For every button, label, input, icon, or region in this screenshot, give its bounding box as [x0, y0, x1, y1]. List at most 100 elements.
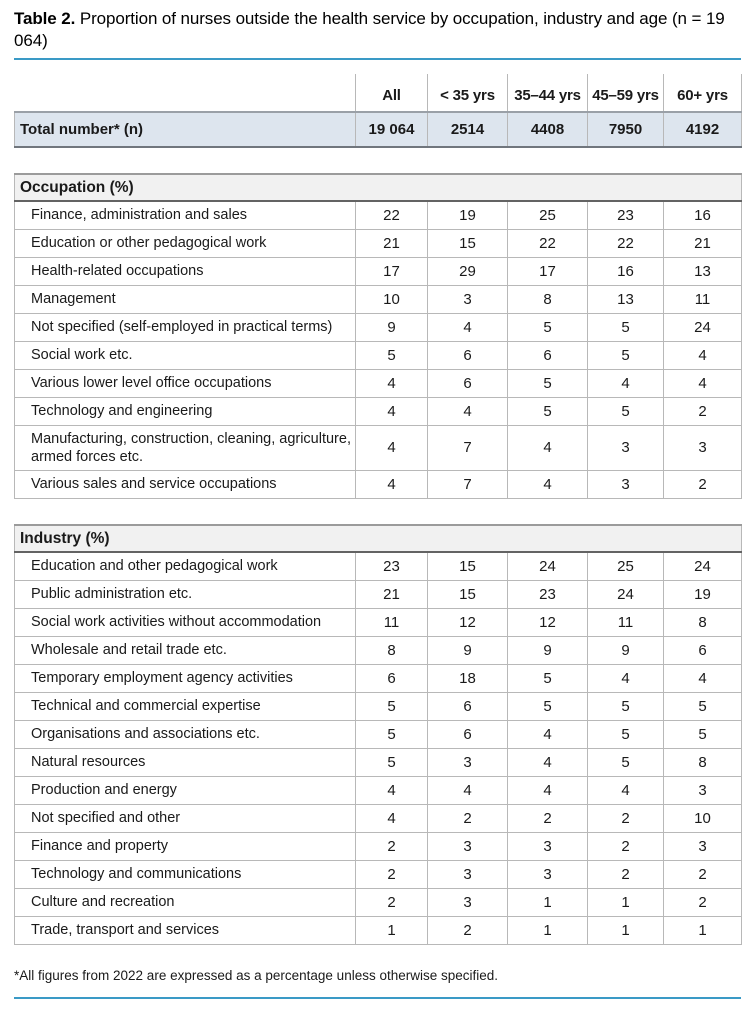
row-value: 24: [663, 313, 742, 342]
row-label: Various lower level office occupations: [14, 369, 356, 398]
row-value: 4: [663, 341, 742, 370]
row-value: 5: [355, 720, 428, 749]
row-value: 5: [587, 341, 664, 370]
row-value: 4: [507, 720, 588, 749]
row-value: 6: [427, 341, 508, 370]
row-value: 9: [587, 636, 664, 665]
table-row: Not specified and other 4 2 2 2 10: [14, 804, 742, 833]
column-header-all: All: [355, 74, 428, 112]
row-value: 3: [587, 425, 664, 471]
row-value: 6: [427, 720, 508, 749]
row-value: 15: [427, 229, 508, 258]
column-header-35-44: 35–44 yrs: [507, 74, 588, 112]
table-row: Trade, transport and services 1 2 1 1 1: [14, 916, 742, 945]
row-value: 8: [355, 636, 428, 665]
row-value: 1: [587, 916, 664, 945]
row-value: 1: [355, 916, 428, 945]
row-value: 4: [427, 397, 508, 426]
row-value: 2: [587, 832, 664, 861]
row-value: 2: [507, 804, 588, 833]
row-label: Finance and property: [14, 832, 356, 861]
row-label: Education and other pedagogical work: [14, 552, 356, 581]
column-header-empty: [15, 74, 356, 112]
total-row: Total number* (n) 19 064 2514 4408 7950 …: [14, 111, 742, 148]
table-row: Technology and communications 2 3 3 2 2: [14, 860, 742, 889]
row-value: 3: [427, 285, 508, 314]
row-value: 22: [355, 201, 428, 230]
row-value: 4: [507, 776, 588, 805]
row-value: 16: [663, 201, 742, 230]
row-value: 4: [355, 776, 428, 805]
row-value: 18: [427, 664, 508, 693]
row-value: 2: [663, 860, 742, 889]
row-value: 8: [507, 285, 588, 314]
section-header: Industry (%): [14, 524, 742, 553]
table-row: Management 10 3 8 13 11: [14, 285, 742, 314]
row-label: Manufacturing, construction, cleaning, a…: [14, 425, 356, 471]
row-value: 12: [427, 608, 508, 637]
row-value: 5: [587, 397, 664, 426]
row-value: 5: [587, 720, 664, 749]
row-label: Various sales and service occupations: [14, 470, 356, 499]
row-value: 4: [355, 425, 428, 471]
table-row: Manufacturing, construction, cleaning, a…: [14, 425, 742, 471]
row-label: Temporary employment agency activities: [14, 664, 356, 693]
total-value-all: 19 064: [355, 111, 428, 148]
row-label: Management: [14, 285, 356, 314]
total-value-60-plus: 4192: [663, 111, 742, 148]
row-value: 5: [507, 313, 588, 342]
row-value: 3: [427, 860, 508, 889]
row-value: 3: [427, 748, 508, 777]
table-row: Social work activities without accommoda…: [14, 608, 742, 637]
row-value: 25: [507, 201, 588, 230]
row-value: 2: [663, 397, 742, 426]
row-label: Finance, administration and sales: [14, 201, 356, 230]
row-value: 2: [355, 888, 428, 917]
row-value: 10: [663, 804, 742, 833]
row-value: 6: [427, 369, 508, 398]
section-gap: [14, 147, 742, 174]
row-value: 5: [507, 692, 588, 721]
row-value: 2: [355, 860, 428, 889]
row-value: 4: [427, 313, 508, 342]
row-value: 3: [427, 832, 508, 861]
row-value: 4: [355, 397, 428, 426]
row-value: 5: [507, 664, 588, 693]
row-label: Not specified (self-employed in practica…: [14, 313, 356, 342]
row-value: 5: [663, 692, 742, 721]
row-label: Production and energy: [14, 776, 356, 805]
row-value: 11: [587, 608, 664, 637]
row-value: 15: [427, 552, 508, 581]
table-row: Various lower level office occupations 4 6…: [14, 369, 742, 398]
row-value: 9: [427, 636, 508, 665]
table-row: Organisations and associations etc. 5 6 4 5 5: [14, 720, 742, 749]
table-row: Technology and engineering 4 4 5 5 2: [14, 397, 742, 426]
row-value: 4: [355, 804, 428, 833]
table-row: Wholesale and retail trade etc. 8 9 9 9 6: [14, 636, 742, 665]
column-header-under-35: < 35 yrs: [427, 74, 508, 112]
data-table: All < 35 yrs 35–44 yrs 45–59 yrs 60+ yrs…: [14, 74, 742, 945]
row-value: 16: [587, 257, 664, 286]
row-value: 5: [587, 692, 664, 721]
row-value: 5: [507, 397, 588, 426]
row-value: 2: [427, 916, 508, 945]
table-caption-text: Proportion of nurses outside the health …: [14, 9, 725, 50]
row-value: 2: [663, 470, 742, 499]
row-value: 12: [507, 608, 588, 637]
row-value: 1: [507, 916, 588, 945]
row-value: 4: [355, 369, 428, 398]
row-value: 3: [507, 832, 588, 861]
row-value: 7: [427, 470, 508, 499]
row-value: 24: [663, 552, 742, 581]
total-row-label: Total number* (n): [14, 111, 356, 148]
row-value: 3: [663, 832, 742, 861]
row-label: Trade, transport and services: [14, 916, 356, 945]
row-value: 4: [663, 369, 742, 398]
section-gap: [14, 498, 742, 525]
row-value: 8: [663, 748, 742, 777]
section-gap-cell: [14, 147, 742, 174]
row-value: 21: [663, 229, 742, 258]
bottom-rule: [14, 996, 741, 999]
row-value: 13: [663, 257, 742, 286]
column-header-60-plus: 60+ yrs: [663, 74, 742, 112]
